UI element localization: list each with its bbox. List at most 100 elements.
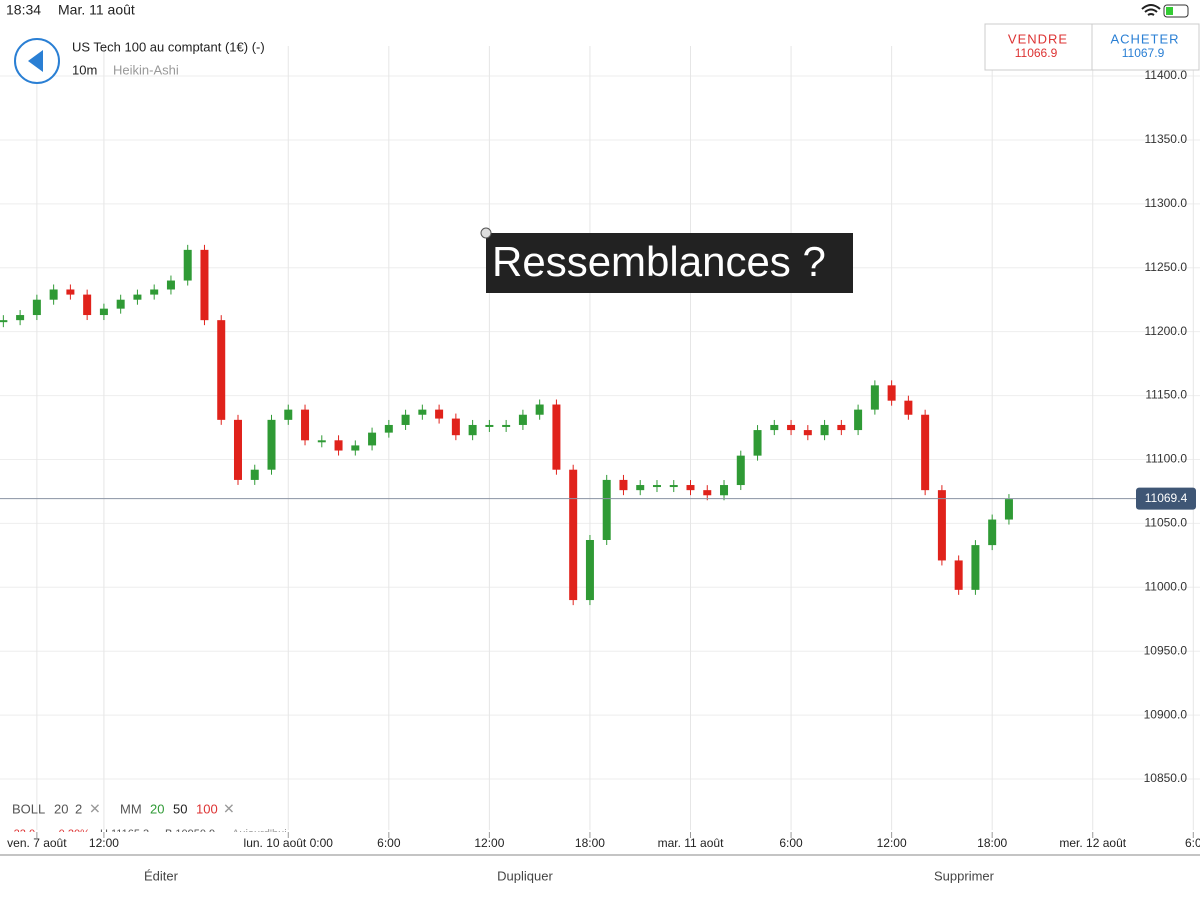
battery <box>1163 4 1189 18</box>
current-price-tag <box>1136 487 1196 510</box>
buy-label: ACHETER <box>1110 31 1179 46</box>
y-tick-label: 10850.0 <box>1144 771 1188 785</box>
candle <box>770 424 779 431</box>
candle <box>116 299 125 309</box>
y-tick-label: 10900.0 <box>1144 707 1188 721</box>
x-tick-label: 6:00 <box>779 836 803 850</box>
y-tick-label: 11100.0 <box>1145 452 1187 466</box>
candle <box>502 424 511 427</box>
candle <box>619 479 628 491</box>
candle <box>401 414 410 425</box>
candle <box>585 539 594 601</box>
x-tick-label: 12:00 <box>877 836 907 850</box>
x-tick-label: 6:00 <box>377 836 401 850</box>
y-tick-label: 11400.0 <box>1145 68 1188 82</box>
candle <box>250 469 259 480</box>
change: -22.0 <box>10 828 35 840</box>
instrument-name: US Tech 100 au comptant (1€) (-) <box>72 39 265 54</box>
candle <box>820 424 829 436</box>
remove-boll[interactable]: ✕ <box>89 801 101 817</box>
candle <box>0 320 8 323</box>
candle <box>435 409 444 419</box>
candle <box>870 385 879 410</box>
candle <box>83 294 92 316</box>
candle <box>518 414 527 425</box>
candle <box>971 545 980 590</box>
buy-button[interactable]: ACHETER 11067.9 <box>1110 31 1179 60</box>
ma-label: MM <box>120 801 142 816</box>
low: B 10950.9 <box>165 828 215 840</box>
candle <box>49 289 58 300</box>
y-tick-label: 11000.0 <box>1145 579 1188 593</box>
current-price-label: 11069.4 <box>1145 491 1188 505</box>
y-tick-label: 10950.0 <box>1144 643 1188 657</box>
candle <box>904 400 913 415</box>
y-tick-label: 11300.0 <box>1145 196 1188 210</box>
candle <box>703 490 712 496</box>
battery-level <box>1166 7 1173 15</box>
candle <box>451 418 460 436</box>
candle <box>552 404 561 470</box>
candle <box>368 432 377 446</box>
sell-price: 11066.9 <box>1015 46 1058 60</box>
x-tick-label: 18:00 <box>575 836 605 850</box>
candle <box>569 469 578 601</box>
candle <box>652 485 661 488</box>
annotation-handle[interactable] <box>480 227 492 239</box>
sell-button[interactable]: VENDRE 11066.9 <box>1008 31 1068 60</box>
ma-20: 20 <box>150 801 164 816</box>
plot: 10850.0 10900.0 10950.0 11000.0 11050.0 11100… <box>0 46 1200 830</box>
x-tick-label: lun. 10 août 0:00 <box>244 836 334 850</box>
candle <box>384 424 393 433</box>
y-tick-label: 11050.0 <box>1145 516 1188 530</box>
candle <box>32 299 41 316</box>
x-tick-label: 18:00 <box>977 836 1007 850</box>
y-tick-label: 11250.0 <box>1145 260 1188 274</box>
candle <box>535 404 544 415</box>
candle <box>200 249 209 321</box>
ma-100: 100 <box>196 801 218 816</box>
y-tick-label: 11200.0 <box>1145 324 1188 338</box>
candle <box>317 440 326 443</box>
stats-row: -22.0 -0.20% H 11165.3 B 10950.9 Aujourd… <box>10 828 287 840</box>
remove-ma[interactable]: ✕ <box>223 801 235 817</box>
candle <box>485 424 494 427</box>
boll-label: BOLL <box>12 801 45 816</box>
candle <box>66 289 75 295</box>
annotation-text: Ressemblances ? <box>492 238 826 285</box>
candle <box>837 424 846 431</box>
annotation-box <box>486 233 853 293</box>
candle <box>233 419 242 480</box>
status-time: 18:34 <box>6 2 41 18</box>
candle <box>854 409 863 431</box>
wifi-icon <box>1141 4 1161 16</box>
duplicate-button[interactable]: Dupliquer <box>497 868 553 883</box>
y-tick-label: 11150.0 <box>1145 388 1187 402</box>
candle <box>988 519 997 546</box>
interval[interactable]: 10m <box>72 62 97 77</box>
candle <box>334 440 343 451</box>
candle <box>99 308 108 316</box>
edit-button[interactable]: Éditer <box>144 868 179 883</box>
candle <box>418 409 427 415</box>
candle <box>803 430 812 436</box>
candle <box>351 445 360 451</box>
candle <box>183 249 192 281</box>
candle <box>686 485 695 491</box>
delete-button[interactable]: Supprimer <box>934 868 995 883</box>
candle <box>887 385 896 401</box>
ma-50: 50 <box>173 801 187 816</box>
x-tick-label: 12:00 <box>89 836 119 850</box>
candle <box>284 409 293 420</box>
candle <box>267 419 276 470</box>
candle <box>720 485 729 496</box>
sell-label: VENDRE <box>1008 31 1068 46</box>
chart-style[interactable]: Heikin-Ashi <box>113 62 179 77</box>
candle <box>166 280 175 290</box>
status-date: Mar. 11 août <box>58 2 135 18</box>
x-tick-label: mer. 12 août <box>1059 836 1126 850</box>
period: Aujourd'hui <box>232 828 287 840</box>
candle <box>954 560 963 590</box>
candle <box>301 409 310 441</box>
